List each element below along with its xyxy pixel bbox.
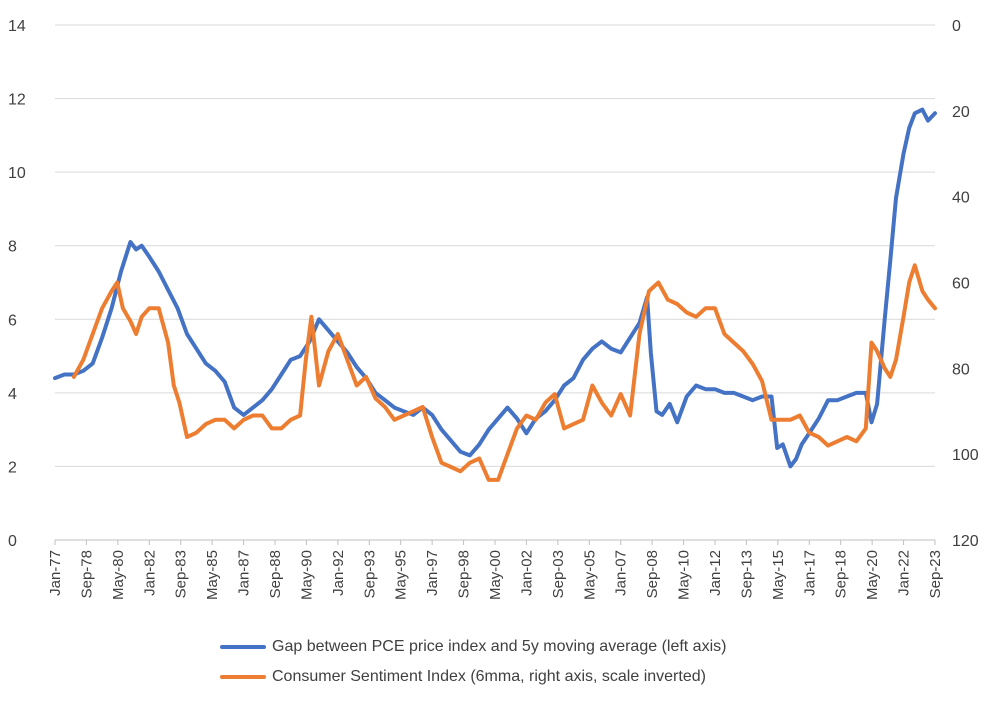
legend-swatch-pce-gap	[220, 645, 266, 649]
x-tick-label: Sep-78	[78, 550, 95, 598]
x-tick-label: May-85	[204, 550, 221, 600]
left-tick-label: 6	[8, 312, 17, 329]
x-tick-label: Jan-77	[47, 550, 64, 596]
series-layer	[53, 107, 937, 482]
x-tick-label: Jan-82	[141, 550, 158, 596]
x-tick-label: May-20	[864, 550, 881, 600]
x-tick-label: Sep-98	[456, 550, 473, 598]
x-tick-label: Jan-12	[707, 550, 724, 596]
left-tick-label: 14	[8, 18, 26, 35]
x-tick-label: Sep-93	[361, 550, 378, 598]
x-tick-label: May-10	[676, 550, 693, 600]
x-tick-label: Sep-18	[833, 550, 850, 598]
x-tick-label: Sep-03	[550, 550, 567, 598]
x-tick-label: Jan-92	[330, 550, 347, 596]
legend-swatch-consumer-sentiment	[220, 675, 266, 679]
legend-label-pce-gap: Gap between PCE price index and 5y movin…	[272, 638, 727, 655]
left-tick-label: 12	[8, 92, 26, 109]
x-tick-label: Sep-88	[267, 550, 284, 598]
right-tick-label: 120	[952, 533, 979, 550]
axis-layer: 0 2 4 6 8 10 12 14 0 20 40 60 80 100 120 Jan-77 Sep-78 Ma…	[8, 18, 979, 600]
x-tick-label: Sep-13	[738, 550, 755, 598]
left-tick-label: 4	[8, 386, 17, 403]
x-tick-label: Jan-87	[236, 550, 253, 596]
x-tick-label: May-05	[581, 550, 598, 600]
legend: Gap between PCE price index and 5y movin…	[220, 632, 726, 692]
x-tick-label: Jan-17	[801, 550, 818, 596]
x-tick-label: Jan-07	[613, 550, 630, 596]
left-tick-label: 0	[8, 533, 17, 550]
x-tick-label: May-95	[393, 550, 410, 600]
x-tick-label: May-00	[487, 550, 504, 600]
x-tick-label: Sep-23	[927, 550, 944, 598]
x-tick-label: Sep-08	[644, 550, 661, 598]
right-tick-label: 60	[952, 276, 970, 293]
x-tick-label: Sep-83	[173, 550, 190, 598]
left-tick-label: 8	[8, 239, 17, 256]
series-line-pce-gap	[53, 107, 937, 469]
right-tick-label: 40	[952, 190, 970, 207]
x-tick-label: Jan-02	[518, 550, 535, 596]
series-line-consumer-sentiment	[71, 263, 937, 482]
legend-item-consumer-sentiment: Consumer Sentiment Index (6mma, right ax…	[220, 662, 726, 692]
right-tick-label: 80	[952, 361, 970, 378]
left-tick-label: 10	[8, 165, 26, 182]
legend-item-pce-gap: Gap between PCE price index and 5y movin…	[220, 632, 726, 662]
right-tick-label: 20	[952, 104, 970, 121]
x-tick-label: May-90	[298, 550, 315, 600]
legend-label-consumer-sentiment: Consumer Sentiment Index (6mma, right ax…	[272, 668, 706, 685]
x-tick-label: May-15	[770, 550, 787, 600]
grid-layer	[55, 24, 935, 541]
x-tick-label: Jan-97	[424, 550, 441, 596]
right-tick-label: 100	[952, 447, 979, 464]
left-tick-label: 2	[8, 459, 17, 476]
x-tick-label: Jan-22	[896, 550, 913, 596]
x-tick-label: May-80	[110, 550, 127, 600]
right-tick-label: 0	[952, 18, 961, 35]
